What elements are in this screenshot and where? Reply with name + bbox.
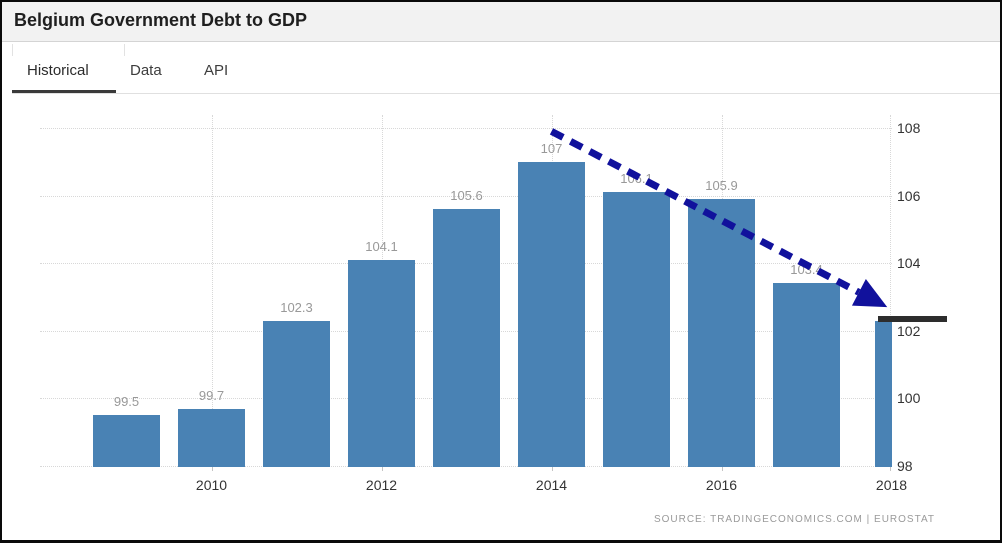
bar-2009[interactable]: [93, 415, 160, 467]
x-axis-label: 2018: [875, 477, 908, 493]
bar-2013[interactable]: [433, 209, 500, 467]
tab-api[interactable]: API: [204, 62, 229, 79]
y-axis-label: 108: [897, 120, 921, 136]
latest-value-marker: [878, 315, 947, 322]
x-axis-label: 2016: [705, 477, 738, 493]
bar-2015[interactable]: [603, 192, 670, 467]
y-axis-label: 106: [897, 187, 921, 204]
x-axis-label: 2012: [365, 477, 398, 493]
bar-value-label: 102.3: [280, 299, 313, 315]
bar-value-label: 104.1: [365, 238, 398, 254]
x-axis-label: 2010: [195, 477, 228, 493]
x-axis-label: 2014: [535, 477, 568, 493]
bar-value-label: 99.5: [113, 394, 140, 410]
x-axis-tick: [890, 467, 891, 471]
x-axis-tick: [381, 467, 383, 471]
tabs-divider: [12, 93, 1000, 94]
bar-2010[interactable]: [178, 408, 245, 467]
y-axis-label: 104: [897, 255, 921, 272]
bar-value-label: 105.6: [450, 188, 483, 204]
plot-area: 99.5 99.7 102.3 104.1 105.6 107 106.1 105.9 103.…: [40, 115, 892, 467]
tab-data[interactable]: Data: [130, 62, 162, 79]
bar-2016[interactable]: [688, 198, 755, 467]
y-axis-label: 100: [897, 390, 921, 407]
y-axis-label: 98: [897, 458, 913, 474]
bar-2018[interactable]: [875, 320, 892, 467]
y-axis-label: 102: [897, 322, 921, 339]
page-title: Belgium Government Debt to GDP: [14, 10, 308, 30]
bar-value-label: 106.1: [620, 171, 653, 187]
x-axis-tick: [721, 467, 723, 471]
x-gridline: [890, 115, 891, 467]
active-tab-underline: [12, 90, 116, 94]
x-gridline: [211, 115, 213, 467]
bar-2017[interactable]: [773, 283, 840, 467]
bar-2012[interactable]: [348, 259, 415, 467]
x-axis-tick: [211, 467, 213, 471]
bar-2011[interactable]: [263, 320, 330, 467]
bar-value-label: 105.9: [705, 177, 738, 193]
bar-value-label: 99.7: [198, 387, 225, 403]
tab-historical[interactable]: Historical: [27, 62, 89, 79]
bar-2014[interactable]: [518, 161, 585, 467]
x-axis-tick: [551, 467, 553, 471]
y-gridline: [40, 195, 892, 197]
y-gridline: [40, 128, 892, 129]
bar-value-label: 103.4: [790, 262, 823, 278]
tab-separator: [124, 44, 125, 56]
bar-value-label: 107: [540, 140, 563, 156]
source-credit: SOURCE: TRADINGECONOMICS.COM | EUROSTAT: [653, 514, 935, 525]
tab-separator: [12, 44, 13, 56]
header: Belgium Government Debt to GDP: [2, 2, 1000, 42]
